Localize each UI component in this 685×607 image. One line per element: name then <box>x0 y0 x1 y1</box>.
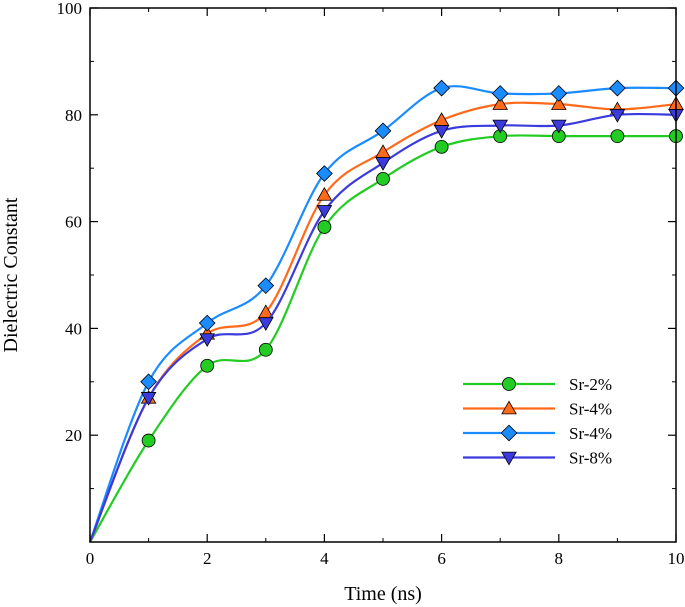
x-axis-label: Time (ns) <box>344 583 422 605</box>
series-layer <box>88 79 685 543</box>
legend-label: Sr-4% <box>569 400 612 419</box>
data-point <box>550 96 567 110</box>
data-point <box>198 314 216 332</box>
x-tick-label: 0 <box>86 549 95 568</box>
data-point <box>140 392 157 406</box>
data-point <box>257 277 275 295</box>
data-point <box>609 79 626 97</box>
data-point <box>200 358 215 373</box>
data-point <box>609 109 626 123</box>
y-axis-label: Dielectric Constant <box>0 197 22 352</box>
data-point <box>610 129 625 144</box>
x-tick-label: 8 <box>555 549 564 568</box>
x-tick-label: 4 <box>320 549 329 568</box>
data-point <box>550 85 568 102</box>
legend-item: Sr-2% <box>463 375 612 394</box>
y-tick-label: 80 <box>65 106 82 125</box>
legend-marker <box>500 424 518 442</box>
data-point <box>376 171 390 186</box>
data-point <box>374 122 392 140</box>
plot-frame <box>89 7 677 543</box>
y-tick-label: 40 <box>65 319 82 338</box>
legend: Sr-2% Sr-4% Sr-4% Sr-8% <box>463 375 612 468</box>
legend-label: Sr-8% <box>569 449 612 468</box>
legend-item: Sr-4% <box>463 400 612 419</box>
legend-item: Sr-4% <box>463 424 612 443</box>
x-axis-ticks: 0 2 4 6 8 10 <box>86 8 685 568</box>
data-point <box>434 139 449 154</box>
series-line <box>89 134 676 543</box>
data-point <box>257 317 274 332</box>
x-tick-label: 10 <box>668 549 685 568</box>
data-point <box>316 205 333 219</box>
data-point <box>492 119 509 134</box>
series-3 <box>88 79 685 543</box>
legend-label: Sr-2% <box>569 375 612 394</box>
legend-marker <box>501 451 517 466</box>
data-point <box>375 157 391 171</box>
legend-marker <box>501 400 517 415</box>
data-point <box>199 333 216 348</box>
x-tick-label: 2 <box>203 549 212 568</box>
data-point <box>317 220 332 234</box>
legend-label: Sr-4% <box>569 424 612 443</box>
x-tick-label: 6 <box>437 549 446 568</box>
legend-marker <box>502 377 516 391</box>
y-tick-label: 20 <box>65 426 82 445</box>
data-point <box>492 96 509 110</box>
data-point <box>375 144 391 158</box>
data-point <box>141 433 156 448</box>
y-tick-label: 60 <box>65 213 82 232</box>
series-1 <box>89 129 683 543</box>
data-point <box>316 186 333 201</box>
data-point <box>140 373 157 391</box>
data-point <box>316 165 333 182</box>
data-point <box>433 79 450 97</box>
y-tick-label: 100 <box>57 0 83 18</box>
data-point <box>433 125 450 139</box>
data-point <box>491 85 509 102</box>
data-point <box>550 119 567 134</box>
legend-item: Sr-8% <box>463 449 612 468</box>
data-point <box>258 342 273 357</box>
